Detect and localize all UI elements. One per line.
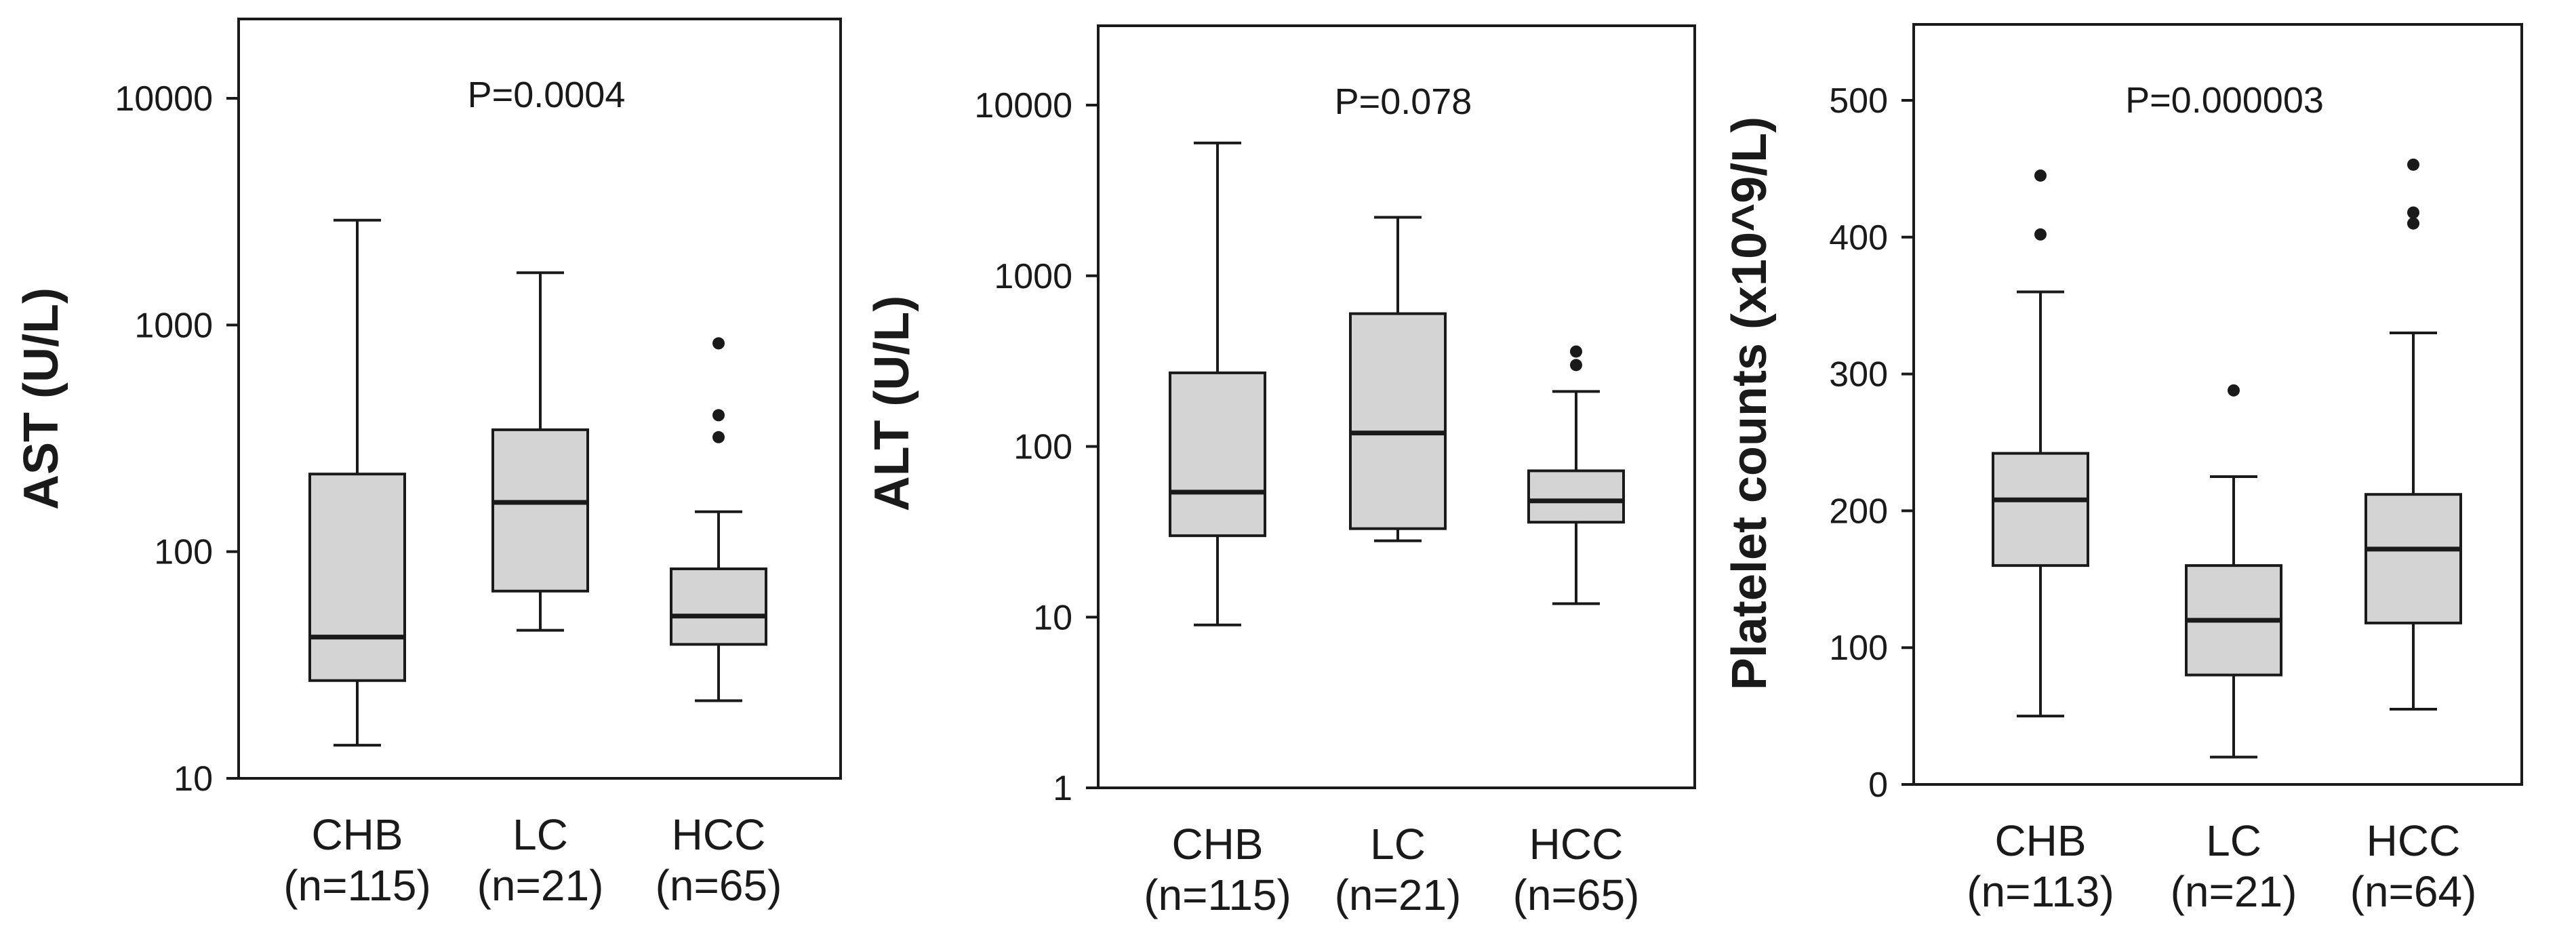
y-tick-label: 1 (1053, 769, 1072, 808)
box-group-lc (491, 271, 589, 632)
category-label: HCC (2367, 816, 2461, 865)
box-iqr (1527, 469, 1625, 524)
box-iqr (1169, 371, 1266, 538)
chart-panel-3: 0 100 200 300 400 500 Platelet counts (x10^9/L… (1723, 23, 2523, 916)
outlier-point (712, 431, 725, 443)
outlier-point (712, 337, 725, 350)
box-group-lc (1349, 216, 1447, 542)
y-tick-label: 10 (174, 759, 213, 799)
outlier-point (1570, 359, 1582, 372)
category-n-label: (n=115) (283, 861, 431, 910)
outlier-point (2407, 206, 2419, 219)
chart-panel-1: 10 100 1000 10000 AST (U/L) P=0.0004 CHB(n=115… (14, 18, 842, 910)
category-n-label: (n=115) (1144, 871, 1291, 919)
box-iqr (670, 567, 767, 646)
y-tick-label: 0 (1868, 765, 1888, 805)
box-iqr (1349, 312, 1447, 530)
outlier-point (2034, 228, 2047, 241)
plot-frame (1097, 24, 1696, 789)
y-tick-label: 300 (1829, 355, 1888, 395)
category-label: LC (1370, 820, 1426, 869)
y-axis-title: AST (U/L) (14, 287, 68, 510)
plot-frame (237, 18, 842, 780)
y-tick-label: 500 (1829, 81, 1888, 121)
category-label: HCC (672, 810, 766, 859)
category-n-label: (n=65) (656, 861, 782, 910)
p-value-annotation: P=0.000003 (2125, 80, 2324, 121)
p-value-annotation: P=0.0004 (468, 75, 626, 115)
box-group-chb (1169, 141, 1266, 626)
y-tick-label: 1000 (134, 306, 213, 345)
outlier-point (2034, 169, 2047, 182)
outlier-point (2407, 217, 2419, 230)
category-n-label: (n=64) (2350, 867, 2477, 916)
outlier-point (2407, 158, 2419, 171)
category-n-label: (n=21) (477, 861, 604, 910)
y-axis-title: Platelet counts (x10^9/L) (1723, 117, 1777, 690)
category-label: CHB (1171, 820, 1263, 869)
box-group-lc (2185, 384, 2282, 759)
box-iqr (308, 473, 406, 682)
outlier-point (712, 409, 725, 422)
y-tick-label: 100 (154, 533, 213, 572)
category-label: LC (2206, 816, 2261, 865)
category-label: LC (512, 810, 568, 859)
category-n-label: (n=21) (2171, 867, 2297, 916)
category-label: CHB (1994, 816, 2086, 865)
box-group-hcc (670, 337, 767, 702)
y-tick-label: 1000 (994, 257, 1072, 296)
category-n-label: (n=65) (1513, 871, 1640, 919)
y-tick-label: 100 (1829, 629, 1888, 668)
y-tick-label: 100 (1013, 428, 1072, 467)
category-n-label: (n=21) (1335, 871, 1462, 919)
outlier-point (2228, 384, 2240, 397)
y-axis-title: ALT (U/L) (865, 296, 919, 512)
category-label: CHB (311, 810, 403, 859)
chart-panel-2: 1 10 100 1000 10000 ALT (U/L) P=0.078 CHB(n=115… (865, 24, 1696, 919)
plot-frame (1912, 23, 2523, 786)
box-iqr (2364, 493, 2462, 624)
p-value-annotation: P=0.078 (1335, 81, 1472, 122)
box-group-chb (1992, 169, 2089, 718)
y-tick-label: 200 (1829, 492, 1888, 531)
box-iqr (1992, 452, 2089, 567)
outlier-point (1570, 345, 1582, 358)
y-tick-label: 400 (1829, 218, 1888, 258)
box-iqr (491, 428, 589, 593)
category-label: HCC (1529, 820, 1624, 869)
y-tick-label: 10000 (974, 86, 1072, 125)
box-group-chb (308, 218, 406, 747)
box-group-hcc (2364, 158, 2462, 711)
category-n-label: (n=113) (1967, 867, 2114, 916)
y-tick-label: 10000 (115, 79, 213, 119)
y-tick-label: 10 (1033, 598, 1072, 637)
box-group-hcc (1527, 345, 1625, 605)
